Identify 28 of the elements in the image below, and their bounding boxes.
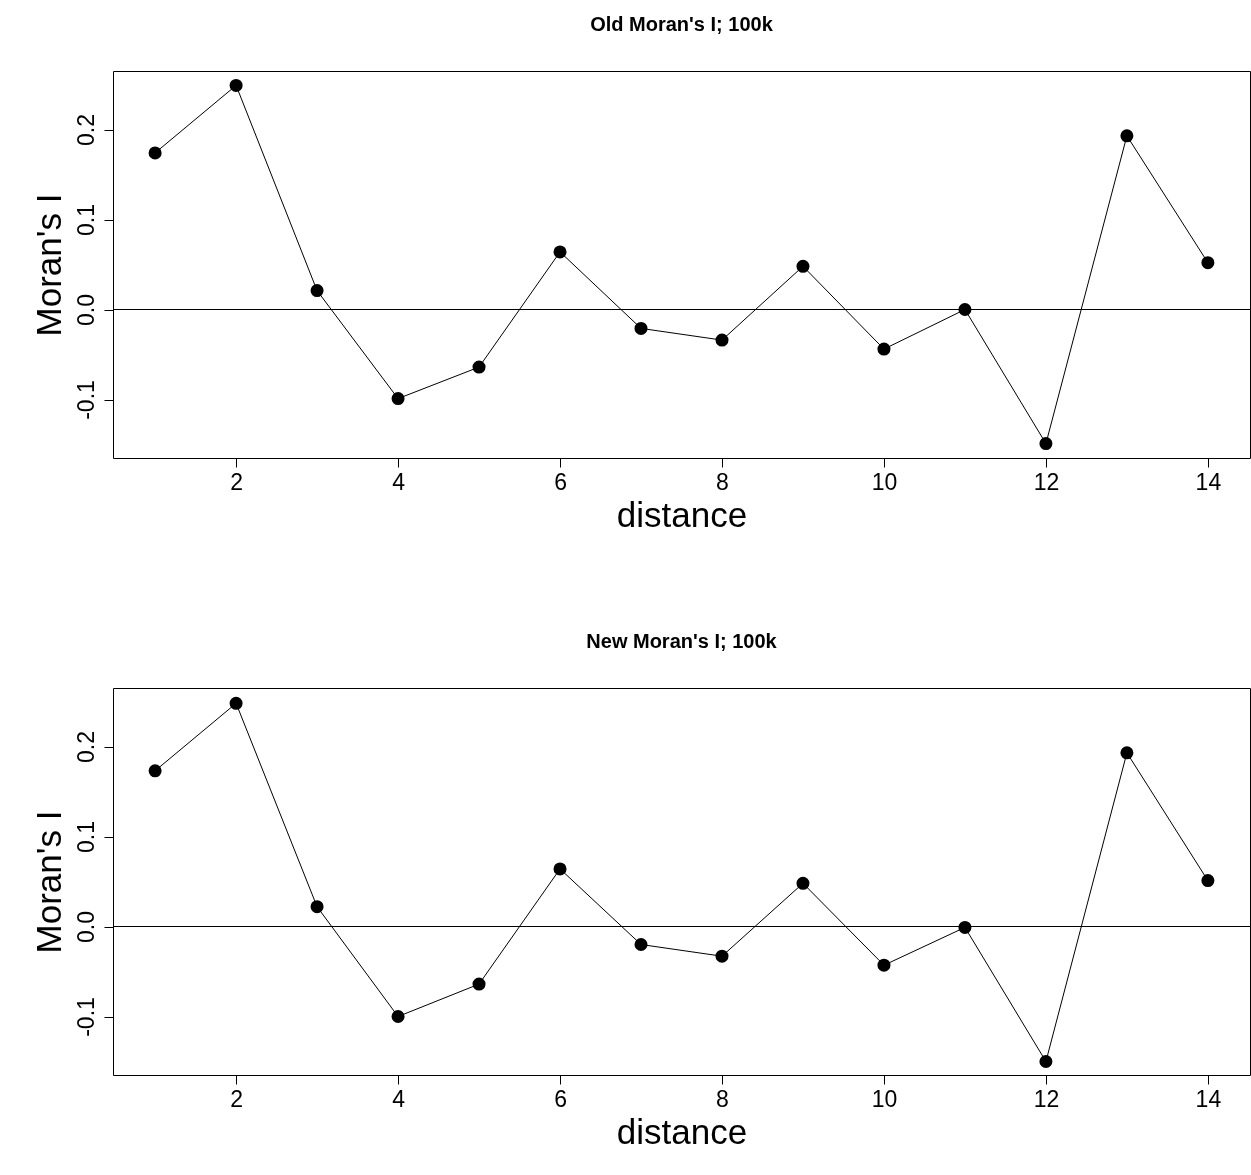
y-tick-label: 0.2: [72, 731, 99, 763]
y-tick-label: 0.2: [72, 114, 99, 146]
x-tick-label: 2: [230, 468, 243, 495]
x-tick-label: 4: [392, 468, 406, 495]
x-tick-label: 8: [716, 1085, 729, 1112]
x-tick-label: 10: [871, 468, 898, 495]
x-tick-label: 14: [1195, 1085, 1222, 1112]
y-axis-title: Moran's I: [28, 810, 68, 954]
x-tick-label: 2: [230, 1085, 243, 1112]
y-tick-label: 0.1: [72, 204, 99, 236]
y-tick-label: -0.1: [72, 380, 99, 420]
x-tick-label: 10: [871, 1085, 898, 1112]
x-tick-label: 6: [554, 1085, 567, 1112]
y-axis-title: Moran's I: [28, 193, 68, 337]
x-tick-label: 12: [1033, 1085, 1060, 1112]
y-tick-label: -0.1: [72, 997, 99, 1037]
x-axis-title: distance: [616, 494, 748, 534]
y-tick-label: 0.0: [72, 294, 99, 326]
x-tick-label: 6: [554, 468, 567, 495]
y-tick-label: 0.0: [72, 911, 99, 943]
x-tick-label: 14: [1195, 468, 1222, 495]
chart-title: Old Moran's I; 100k: [590, 13, 774, 35]
x-axis-title: distance: [616, 1111, 748, 1151]
x-tick-label: 8: [716, 468, 729, 495]
x-tick-label: 4: [392, 1085, 406, 1112]
y-tick-label: 0.1: [72, 821, 99, 853]
x-tick-label: 12: [1033, 468, 1060, 495]
chart-title: New Moran's I; 100k: [586, 630, 778, 652]
